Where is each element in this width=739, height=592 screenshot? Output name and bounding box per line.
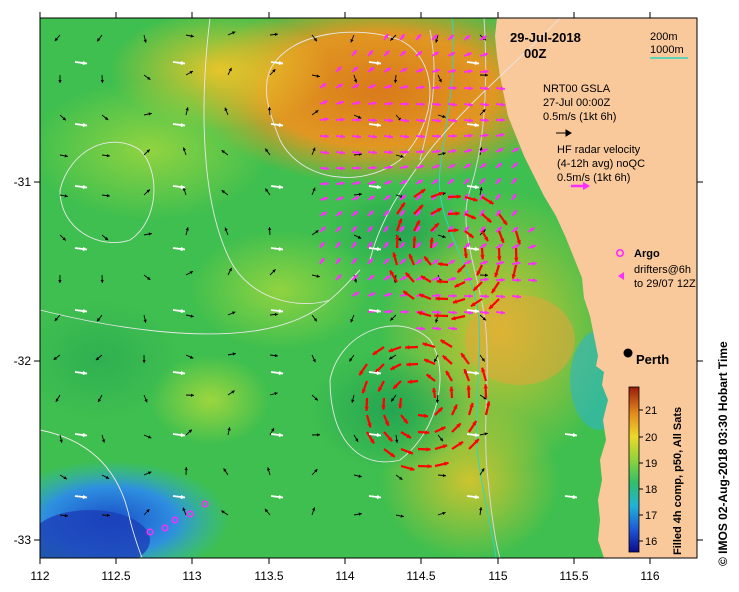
x-tick-label: 114	[335, 569, 354, 583]
y-axis: -31 -32 -33	[14, 175, 703, 547]
gsla-scale-arrow	[556, 129, 572, 137]
hf-radar-arrows	[319, 33, 537, 331]
colorbar-tick: 19	[645, 458, 657, 470]
legend-block: NRT00 GSLA 27-Jul 00:00Z 0.5m/s (1kt 6h)…	[543, 83, 696, 290]
x-tick-label: 112.5	[101, 569, 130, 583]
x-tick-label: 114.5	[406, 569, 435, 583]
x-tick-label: 115	[488, 569, 507, 583]
radar-line1: HF radar velocity	[557, 144, 641, 156]
perth-label: Perth	[636, 352, 669, 367]
gsla-contours	[39, 17, 561, 559]
x-tick-label: 113.5	[254, 569, 283, 583]
x-axis: 112 112.5 113 113.5 114 114.5 115 115.5 …	[30, 12, 660, 583]
argo-markers	[146, 500, 209, 536]
radar-scale: 0.5m/s (1kt 6h)	[557, 172, 630, 184]
x-tick-label: 116	[640, 569, 659, 583]
perth-marker: Perth	[623, 348, 669, 367]
radar-scale-arrow	[571, 182, 590, 190]
isobath-1000m-lines	[438, 17, 497, 559]
gsla-arrows	[53, 31, 489, 518]
colorbar-tick: 21	[645, 405, 657, 417]
argo-legend-icon	[615, 249, 624, 258]
drifter-arrows	[74, 60, 578, 500]
credit-line: © IMOS 02-Aug-2018 03:30 Hobart Time	[716, 341, 730, 566]
colorbar-tick: 18	[645, 484, 657, 496]
colorbar-tick: 16	[645, 536, 657, 548]
isobath-200m-label: 200m	[650, 31, 678, 43]
y-tick-label: -33	[14, 533, 32, 547]
drifter-legend-icon	[618, 272, 624, 280]
plot-frame	[39, 17, 698, 559]
y-tick-label: -31	[14, 175, 32, 189]
gsla-title: NRT00 GSLA	[543, 83, 611, 95]
colorbar-tick: 20	[645, 432, 657, 444]
isobath-1000m-label: 1000m	[650, 44, 684, 56]
y-tick-label: -32	[14, 354, 32, 368]
colorbar-label: Filled 4h comp, p50, All Sats	[672, 407, 684, 555]
argo-label: Argo	[634, 248, 660, 260]
gsla-date: 27-Jul 00:00Z	[543, 97, 611, 109]
gsla-scale: 0.5m/s (1kt 6h)	[543, 111, 616, 123]
colorbar-tick: 17	[645, 510, 657, 522]
x-tick-label: 115.5	[559, 569, 588, 583]
map-time: 00Z	[524, 46, 546, 61]
radar-line2: (4-12h avg) noQC	[557, 158, 645, 170]
drifters-line1: drifters@6h	[634, 264, 691, 276]
land-mass	[495, 18, 697, 558]
map-date: 29-Jul-2018	[510, 30, 581, 45]
x-tick-label: 113	[182, 569, 201, 583]
eddy-radar-arrows	[358, 188, 521, 471]
x-tick-label: 112	[30, 569, 49, 583]
colorbar: 21 20 19 18 17 16 Filled 4h comp, p50, A…	[628, 386, 684, 555]
drifters-line2: to 29/07 12Z	[634, 278, 696, 290]
